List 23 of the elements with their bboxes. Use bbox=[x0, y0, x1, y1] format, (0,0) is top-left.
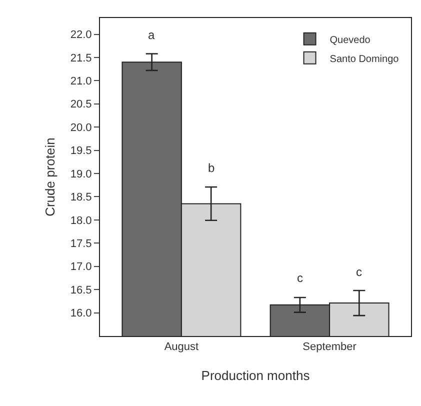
x-axis-title: Production months bbox=[201, 368, 310, 383]
legend-label: Santo Domingo bbox=[330, 54, 400, 65]
legend-label: Quevedo bbox=[330, 34, 371, 46]
y-tick-label: 17.0 bbox=[70, 261, 92, 274]
y-tick-label: 16.5 bbox=[70, 284, 92, 296]
y-tick-label: 21.0 bbox=[70, 76, 92, 88]
y-tick-label: 21.5 bbox=[70, 52, 92, 64]
y-tick-label: 17.5 bbox=[70, 238, 92, 250]
y-tick-label: 19.0 bbox=[70, 168, 92, 180]
annotation: b bbox=[208, 161, 215, 175]
y-tick-label: 18.5 bbox=[70, 192, 92, 204]
annotation: a bbox=[148, 28, 155, 42]
y-tick-label: 16.0 bbox=[70, 308, 92, 320]
y-tick-label: 20.5 bbox=[70, 98, 92, 111]
y-tick-label: 22.0 bbox=[70, 29, 92, 42]
y-tick-label: 18.0 bbox=[70, 214, 92, 227]
y-tick-label: 20.0 bbox=[70, 122, 92, 134]
annotation: c bbox=[356, 265, 362, 279]
y-tick-label: 19.5 bbox=[70, 145, 92, 158]
x-tick-label: September bbox=[302, 341, 357, 354]
y-axis-title: Crude protein bbox=[42, 138, 58, 216]
x-tick-label: August bbox=[164, 341, 199, 354]
annotation: c bbox=[297, 271, 303, 285]
